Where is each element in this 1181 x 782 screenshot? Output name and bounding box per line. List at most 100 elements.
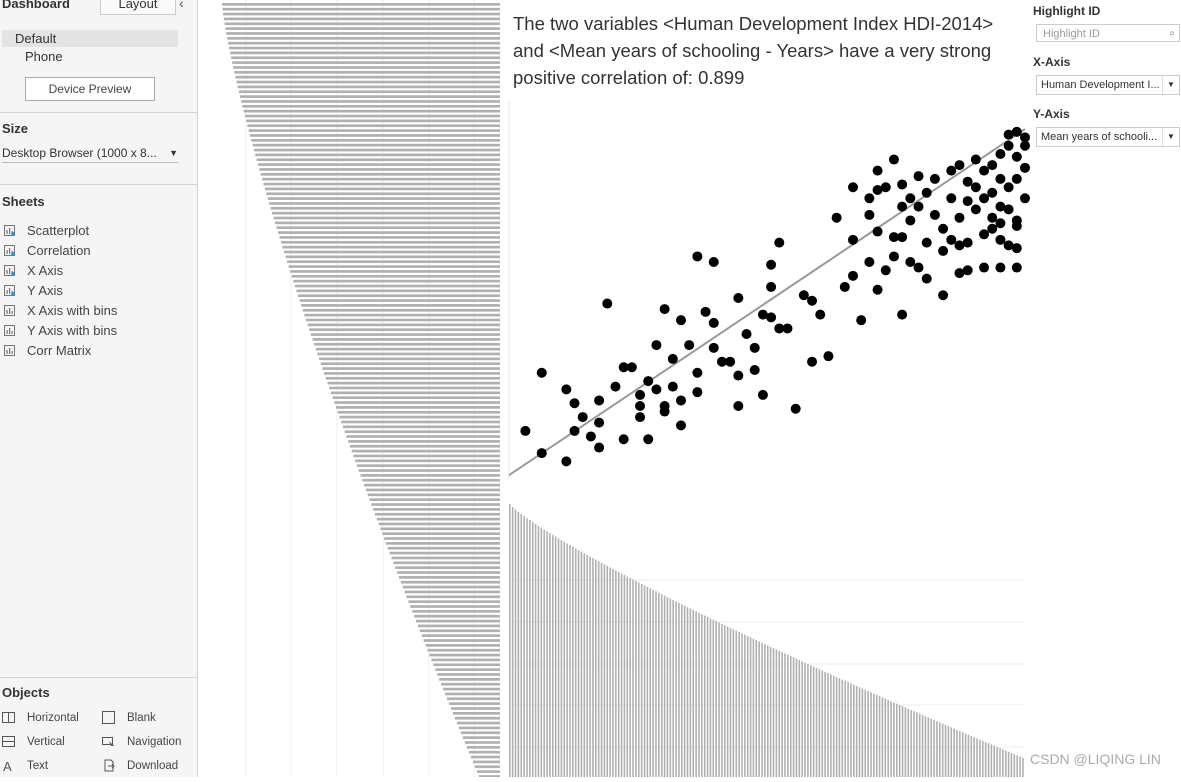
scatter-point[interactable] [970, 182, 981, 193]
scatter-point[interactable] [1020, 140, 1030, 151]
scatter-point[interactable] [749, 365, 760, 375]
x-axis-bar[interactable] [329, 386, 500, 390]
y-axis-bar[interactable] [896, 703, 898, 777]
scatter-point[interactable] [905, 193, 916, 204]
scatter-point[interactable] [766, 281, 777, 292]
x-axis-bar[interactable] [452, 712, 500, 715]
x-axis-bar[interactable] [460, 731, 500, 735]
x-axis-bar[interactable] [273, 216, 500, 220]
scatter-point[interactable] [897, 309, 908, 320]
y-axis-bar[interactable] [586, 554, 588, 777]
x-axis-bar[interactable] [421, 634, 500, 637]
scatter-point[interactable] [987, 212, 998, 223]
y-axis-bar[interactable] [569, 545, 571, 777]
y-axis-bar[interactable] [1022, 757, 1024, 777]
scatter-point[interactable] [979, 165, 990, 176]
y-axis-bar[interactable] [950, 727, 953, 777]
x-axis-bar[interactable] [406, 595, 500, 599]
scatter-point[interactable] [897, 232, 908, 243]
scatter-point[interactable] [913, 201, 924, 212]
x-axis-bar[interactable] [230, 51, 500, 55]
x-axis-bar[interactable] [307, 323, 500, 327]
x-axis-bar[interactable] [472, 760, 500, 764]
y-axis-bar[interactable] [939, 722, 941, 777]
y-axis-bar[interactable] [890, 701, 892, 777]
x-axis-bar[interactable] [256, 158, 500, 162]
x-axis-bar[interactable] [408, 600, 500, 603]
y-axis-bar[interactable] [924, 716, 927, 777]
y-axis-bar[interactable] [511, 507, 514, 777]
y-axis-bar[interactable] [933, 719, 935, 777]
scatter-point[interactable] [536, 448, 547, 459]
scatter-point[interactable] [733, 370, 744, 381]
x-axis-bar[interactable] [264, 187, 500, 191]
scatter-point[interactable] [635, 389, 646, 400]
x-axis-bar[interactable] [417, 624, 500, 628]
scatter-point[interactable] [839, 281, 850, 292]
scatter-point[interactable] [651, 340, 662, 351]
y-axis-bar[interactable] [835, 676, 838, 777]
scatter-point[interactable] [987, 187, 998, 198]
x-axis-bar[interactable] [332, 396, 500, 400]
y-axis-bar[interactable] [715, 621, 717, 777]
scatter-point[interactable] [946, 193, 957, 204]
scatter-point[interactable] [594, 442, 605, 453]
y-axis-bar[interactable] [987, 743, 990, 777]
scatter-point[interactable] [962, 196, 973, 207]
scatter-point[interactable] [954, 268, 965, 279]
scatter-point[interactable] [938, 245, 949, 256]
y-axis-bar[interactable] [881, 697, 884, 777]
y-axis-bar[interactable] [635, 581, 637, 777]
y-axis-bar[interactable] [916, 712, 918, 777]
y-axis-bar[interactable] [752, 638, 755, 777]
y-axis-bar[interactable] [996, 746, 998, 777]
y-axis-bar[interactable] [795, 658, 798, 777]
y-axis-bar[interactable] [735, 630, 738, 777]
x-axis-bar[interactable] [301, 304, 500, 307]
y-axis-bar[interactable] [609, 567, 611, 777]
x-axis-bar[interactable] [374, 512, 500, 516]
x-axis-bar[interactable] [322, 367, 500, 370]
y-axis-bar[interactable] [543, 529, 545, 777]
y-axis-bar[interactable] [509, 504, 511, 777]
scatter-point[interactable] [725, 356, 736, 367]
x-axis-bar[interactable] [252, 143, 500, 147]
y-axis-bar[interactable] [552, 534, 554, 777]
y-axis-bar[interactable] [867, 691, 869, 777]
scatter-point[interactable] [905, 257, 916, 267]
y-axis-bar[interactable] [861, 688, 864, 777]
scatter-point[interactable] [995, 262, 1006, 273]
y-axis-bar[interactable] [947, 726, 950, 777]
scatter-point[interactable] [594, 417, 605, 428]
x-axis-bar[interactable] [229, 46, 500, 50]
scatter-point[interactable] [962, 176, 973, 187]
y-axis-bar[interactable] [557, 538, 560, 777]
y-axis-bar[interactable] [695, 611, 697, 777]
y-axis-bar[interactable] [907, 708, 910, 777]
y-axis-bar[interactable] [827, 673, 829, 777]
scatter-point[interactable] [856, 315, 867, 326]
scatter-point[interactable] [815, 309, 826, 320]
y-axis-bar[interactable] [921, 714, 924, 777]
scatter-point[interactable] [954, 160, 965, 171]
x-axis-bar[interactable] [419, 629, 500, 633]
scatter-point[interactable] [1011, 262, 1022, 273]
x-axis-bar[interactable] [305, 318, 500, 322]
scatter-point[interactable] [872, 284, 883, 295]
y-axis-bar[interactable] [821, 670, 824, 777]
x-axis-bar[interactable] [470, 755, 500, 759]
x-axis-bar[interactable] [287, 260, 500, 264]
y-axis-bar[interactable] [646, 586, 649, 777]
scatter-point[interactable] [946, 165, 957, 176]
x-axis-bar[interactable] [240, 95, 500, 98]
y-axis-bar[interactable] [855, 685, 858, 777]
scatter-point[interactable] [577, 412, 588, 423]
y-axis-bar[interactable] [678, 602, 680, 777]
y-axis-bar[interactable] [612, 568, 614, 777]
scatter-point[interactable] [692, 387, 703, 398]
y-axis-bar[interactable] [936, 721, 938, 777]
x-axis-bar[interactable] [227, 36, 500, 40]
y-axis-bar[interactable] [549, 533, 551, 777]
sheet-item[interactable]: Corr Matrix [2, 342, 192, 360]
scatter-point[interactable] [848, 234, 858, 245]
